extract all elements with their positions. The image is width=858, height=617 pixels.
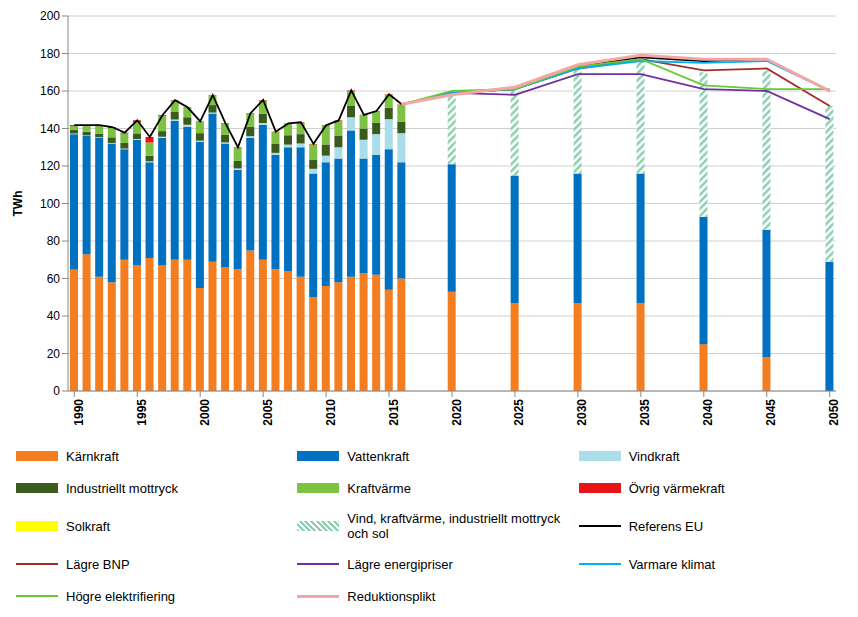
svg-text:200: 200 [40,9,60,23]
svg-text:2010: 2010 [324,399,338,426]
html-text:Varmare klimat: Varmare klimat [628,556,716,572]
svg-text:1995: 1995 [135,399,149,426]
svg-text:2005: 2005 [261,399,275,426]
svg-text:2045: 2045 [764,399,778,426]
html-text:Kraftvärme: Kraftvärme [347,480,411,496]
html-text:Högre elektrifiering: Högre elektrifiering [66,588,176,604]
html-text:Vattenkraft: Vattenkraft [347,448,410,464]
svg-text:60: 60 [47,272,61,286]
html-text:Referens EU: Referens EU [628,518,704,534]
html-text:Övrig värmekraft: Övrig värmekraft [628,480,725,496]
svg-text:160: 160 [40,84,60,98]
svg-text:180: 180 [40,47,60,61]
html-text:Reduktionsplikt: Reduktionsplikt [347,588,436,604]
svg-text:2025: 2025 [512,399,526,426]
svg-text:20: 20 [47,347,61,361]
svg-text:80: 80 [47,234,61,248]
svg-text:0: 0 [53,384,60,398]
svg-text:2030: 2030 [575,399,589,426]
svg-text:140: 140 [40,122,60,136]
html-text:Solkraft: Solkraft [66,518,111,534]
svg-text:2035: 2035 [638,399,652,426]
svg-text:120: 120 [40,159,60,173]
svg-text:100: 100 [40,197,60,211]
html-text:Vindkraft: Vindkraft [628,448,680,464]
svg-text:1990: 1990 [72,399,86,426]
svg-text:2040: 2040 [701,399,715,426]
svg-text:2000: 2000 [198,399,212,426]
html-text:Lägre energipriser: Lägre energipriser [347,556,453,572]
html-text:Industriellt mottryck: Industriellt mottryck [66,480,178,496]
svg-text:2050: 2050 [827,399,841,426]
html-text:Lägre BNP: Lägre BNP [66,556,130,572]
svg-text:40: 40 [47,309,61,323]
html-text:Kärnkraft: Kärnkraft [66,448,119,464]
html-text:Vind, kraftvärme, industriellt: Vind, kraftvärme, industriellt mottryck … [347,511,561,541]
svg-text:2020: 2020 [450,399,464,426]
svg-text:2015: 2015 [387,399,401,426]
svg-text:TWh: TWh [11,191,25,217]
